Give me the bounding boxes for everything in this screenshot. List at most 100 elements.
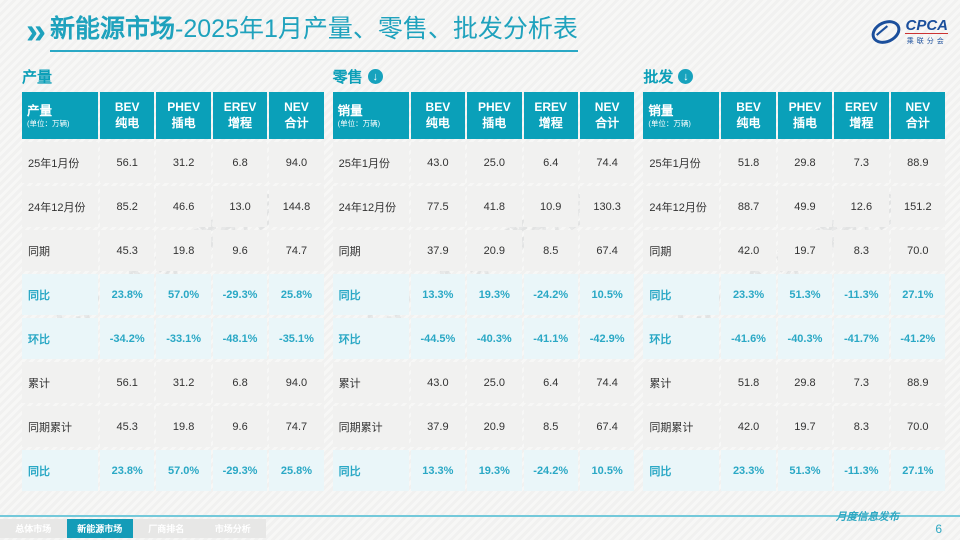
cell-value: 19.3% [467, 450, 522, 491]
header-col-en: EREV [534, 99, 568, 114]
table-section-production: 产量 产量 (单位：万辆) BEV 纯电 PHEV 插电 EREV 增程 NEV 合计 25年1月份 5… [22, 64, 324, 491]
header-cell-phev: PHEV 插电 [467, 92, 522, 139]
footer-tab-nev-market[interactable]: 新能源市场 [66, 519, 133, 538]
cell-value: -24.2% [523, 450, 578, 491]
cell-value: 56.1 [100, 142, 155, 183]
header-unit-label: (单位：万辆) [648, 118, 691, 128]
cell-value: 25.0 [467, 362, 522, 403]
cell-value: 94.0 [269, 362, 324, 403]
footer-tab-market-analysis[interactable]: 市场分析 [214, 524, 251, 534]
cell-value: 6.4 [523, 142, 578, 183]
header-col-en: PHEV [788, 99, 822, 114]
cell-value: 8.5 [523, 406, 578, 447]
row-label: 同比 [22, 274, 98, 315]
row-label: 环比 [22, 318, 98, 359]
header-cell-bev: BEV 纯电 [410, 92, 466, 139]
header-col-en: NEV [284, 99, 309, 114]
double-chevron-icon: » [26, 10, 46, 51]
section-label-production: 产量 [22, 69, 53, 86]
header-cell-metric: 销量 (单位：万辆) [332, 92, 409, 139]
cell-value: 51.8 [721, 142, 776, 183]
cell-value: 6.8 [212, 142, 268, 183]
header-cell-phev: PHEV 插电 [777, 92, 833, 139]
header-unit-label: (单位：万辆) [27, 118, 70, 128]
cell-value: 94.0 [269, 142, 324, 183]
cell-value: 130.3 [579, 186, 635, 227]
row-label: 同期累计 [22, 406, 98, 447]
cell-value: 7.3 [834, 362, 889, 403]
cell-value: 74.7 [269, 230, 324, 271]
cell-value: 10.9 [523, 186, 578, 227]
header-col-cn: 插电 [482, 115, 507, 130]
cell-value: 25.8% [269, 450, 324, 491]
footer-tab-overall-market[interactable]: 总体市场 [15, 524, 52, 534]
cell-value: 20.9 [467, 406, 522, 447]
cell-value: 41.8 [467, 186, 522, 227]
cell-value: 51.3% [777, 450, 833, 491]
header-col-cn: 合计 [284, 115, 309, 130]
header-cell-nev: NEV 合计 [890, 92, 946, 139]
row-label: 同比 [332, 274, 409, 315]
cell-value: -35.1% [269, 318, 324, 359]
cell-value: 74.7 [269, 406, 324, 447]
row-label: 同期 [332, 230, 409, 271]
cell-value: 23.3% [721, 450, 776, 491]
cell-value: 29.8 [777, 362, 833, 403]
header-col-en: EREV [223, 99, 257, 114]
cell-value: 23.8% [100, 450, 155, 491]
cell-value: 12.6 [834, 186, 889, 227]
cell-value: 7.3 [834, 142, 889, 183]
download-arrow-icon [367, 69, 383, 84]
header-col-cn: 纯电 [425, 115, 450, 130]
cell-value: -29.3% [212, 450, 268, 491]
cell-value: -44.5% [410, 318, 466, 359]
cpca-logo: CPCA 乘联分会 [868, 15, 948, 49]
header-col-en: BEV [114, 99, 140, 114]
cell-value: -34.2% [100, 318, 155, 359]
cell-value: 43.0 [410, 142, 466, 183]
slide-title-bold: 新能源市场 [50, 15, 176, 43]
header-col-cn: 合计 [595, 115, 620, 130]
row-label: 同比 [643, 450, 720, 491]
cell-value: 19.7 [777, 230, 833, 271]
header-col-cn: 插电 [792, 115, 817, 130]
header-col-en: BEV [425, 99, 451, 114]
header-col-en: NEV [594, 99, 620, 114]
cell-value: 23.3% [721, 274, 776, 315]
cell-value: 37.9 [410, 406, 466, 447]
cell-value: 88.9 [890, 142, 946, 183]
cell-value: -48.1% [212, 318, 268, 359]
row-label: 同期 [643, 230, 720, 271]
cell-value: 56.1 [100, 362, 155, 403]
cell-value: 27.1% [890, 274, 946, 315]
header-cell-bev: BEV 纯电 [721, 92, 776, 139]
cell-value: 88.9 [890, 362, 946, 403]
row-label: 25年1月份 [332, 142, 409, 183]
download-arrow-icon [678, 69, 694, 84]
cell-value: 19.3% [467, 274, 522, 315]
row-label: 同比 [332, 450, 409, 491]
footer-tab-bar: 总体市场 新能源市场 厂商排名 市场分析 [0, 519, 266, 538]
cell-value: 45.3 [100, 230, 155, 271]
data-table-retail: 销量 (单位：万辆) BEV 纯电 PHEV 插电 EREV 增程 NEV 合计 25年1月份 43.… [332, 92, 635, 491]
row-label: 同期 [22, 230, 98, 271]
cell-value: 8.3 [834, 230, 889, 271]
row-label: 25年1月份 [643, 142, 720, 183]
header-metric-label: 销量 [337, 103, 363, 118]
publish-label: 月度信息发布 [836, 511, 899, 523]
cell-value: 88.7 [721, 186, 776, 227]
cell-value: 42.0 [721, 406, 776, 447]
row-label: 24年12月份 [643, 186, 720, 227]
cell-value: 27.1% [890, 450, 946, 491]
footer-tab-manufacturer-ranking[interactable]: 厂商排名 [148, 524, 185, 534]
slide-title-rest: -2025年1月产量、零售、批发分析表 [175, 15, 578, 43]
header-cell-erev: EREV 增程 [212, 92, 268, 139]
cpca-swoosh-icon [868, 15, 905, 49]
cell-value: 6.4 [523, 362, 578, 403]
cell-value: 57.0% [156, 274, 211, 315]
cpca-logo-name: CPCA [905, 17, 948, 34]
header-col-en: BEV [736, 99, 761, 114]
header-col-cn: 增程 [849, 115, 874, 130]
header-cell-nev: NEV 合计 [579, 92, 635, 139]
cell-value: 10.5% [579, 274, 635, 315]
